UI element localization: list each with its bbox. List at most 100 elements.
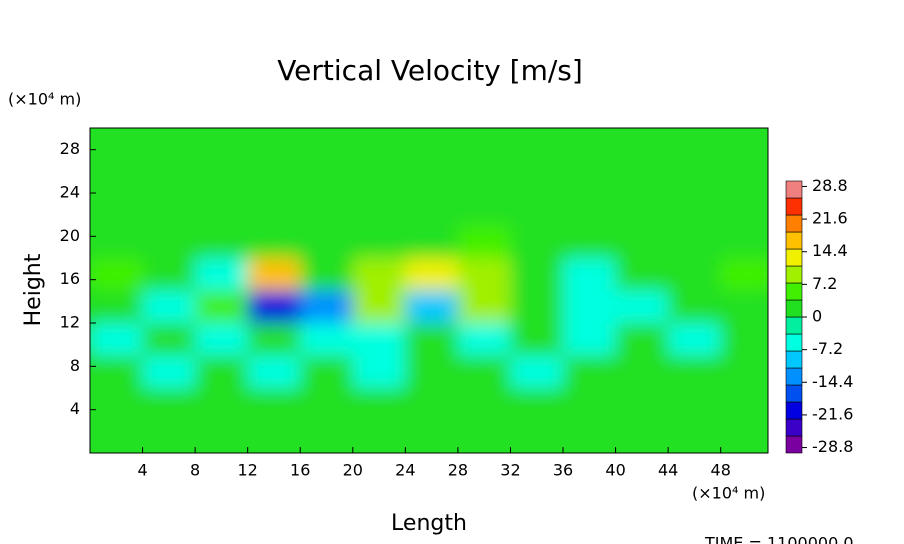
colorbar-box: [785, 299, 803, 318]
cell: [352, 290, 406, 323]
cell: [510, 420, 564, 453]
cell: [668, 225, 721, 258]
x-axis-title: Length: [391, 511, 467, 536]
cell: [142, 420, 196, 453]
cell: [247, 420, 301, 453]
cell: [247, 388, 301, 421]
colorbar-tick-label: 0: [812, 307, 822, 326]
cell: [720, 290, 768, 323]
cell: [247, 355, 301, 388]
cell: [563, 355, 616, 388]
cell: [300, 290, 353, 323]
cell: [720, 128, 768, 161]
x-tick-label: 12: [237, 461, 257, 480]
colorbar-tick-label: -7.2: [812, 339, 843, 358]
colorbar-box: [785, 367, 803, 386]
cell: [142, 388, 196, 421]
colorbar-box: [785, 435, 803, 454]
cell: [195, 225, 248, 258]
cell: [668, 290, 721, 323]
cell: [615, 128, 669, 161]
cell: [405, 193, 458, 226]
colorbar-box: [785, 265, 803, 284]
y-tick-label: 4: [70, 399, 80, 418]
colorbar-box: [785, 401, 803, 420]
y-tick-label: 8: [70, 356, 80, 375]
cell: [300, 388, 353, 421]
cell: [195, 355, 248, 388]
time-annotation: TIME = 1100000.0: [704, 534, 854, 544]
cell: [300, 420, 353, 453]
cell: [457, 420, 511, 453]
x-tick-label: 20: [343, 461, 363, 480]
cells: [90, 128, 768, 453]
cell: [195, 193, 248, 226]
cell: [195, 290, 248, 323]
cell: [720, 420, 768, 453]
x-tick-label: 32: [500, 461, 520, 480]
colorbar-box: [785, 231, 803, 250]
cell: [300, 193, 353, 226]
colorbar-box: [785, 333, 803, 352]
cell: [405, 128, 458, 161]
cell: [563, 420, 616, 453]
y-axis-title: Height: [21, 253, 46, 326]
cell: [615, 388, 669, 421]
cell: [457, 193, 511, 226]
cell: [90, 388, 143, 421]
cell: [405, 420, 458, 453]
cell: [195, 258, 248, 291]
x-unit: (×10⁴ m): [692, 484, 765, 503]
cell: [352, 355, 406, 388]
cell: [457, 323, 511, 356]
cell: [720, 160, 768, 193]
cell: [510, 258, 564, 291]
cell: [457, 388, 511, 421]
cell: [457, 160, 511, 193]
cell: [510, 355, 564, 388]
cell: [352, 258, 406, 291]
cell: [142, 160, 196, 193]
cell: [510, 193, 564, 226]
colorbar-box: [785, 197, 803, 216]
colorbar-box: [785, 214, 803, 233]
cell: [90, 160, 143, 193]
y-tick-label: 16: [60, 269, 80, 288]
cell: [563, 258, 616, 291]
x-tick-label: 40: [605, 461, 625, 480]
cell: [195, 388, 248, 421]
cell: [720, 193, 768, 226]
cell: [352, 128, 406, 161]
cell: [720, 355, 768, 388]
cell: [510, 323, 564, 356]
x-tick-label: 8: [190, 461, 200, 480]
cell: [510, 388, 564, 421]
cell: [142, 258, 196, 291]
cell: [720, 388, 768, 421]
cell: [720, 225, 768, 258]
cell: [90, 290, 143, 323]
x-tick-label: 36: [553, 461, 573, 480]
cell: [668, 355, 721, 388]
cell: [300, 258, 353, 291]
cell: [195, 420, 248, 453]
cell: [615, 225, 669, 258]
colorbar-tick-label: 14.4: [812, 241, 848, 260]
cell: [352, 323, 406, 356]
cell: [510, 225, 564, 258]
cell: [352, 388, 406, 421]
colorbar-box: [785, 350, 803, 369]
cell: [457, 355, 511, 388]
colorbar-box: [785, 384, 803, 403]
cell: [615, 355, 669, 388]
x-tick-label: 44: [658, 461, 678, 480]
cell: [668, 128, 721, 161]
cell: [457, 128, 511, 161]
colorbar-tick-label: 28.8: [812, 176, 848, 195]
cell: [142, 290, 196, 323]
cell: [668, 258, 721, 291]
cell: [457, 290, 511, 323]
y-tick-label: 28: [60, 139, 80, 158]
cell: [668, 160, 721, 193]
cell: [510, 160, 564, 193]
